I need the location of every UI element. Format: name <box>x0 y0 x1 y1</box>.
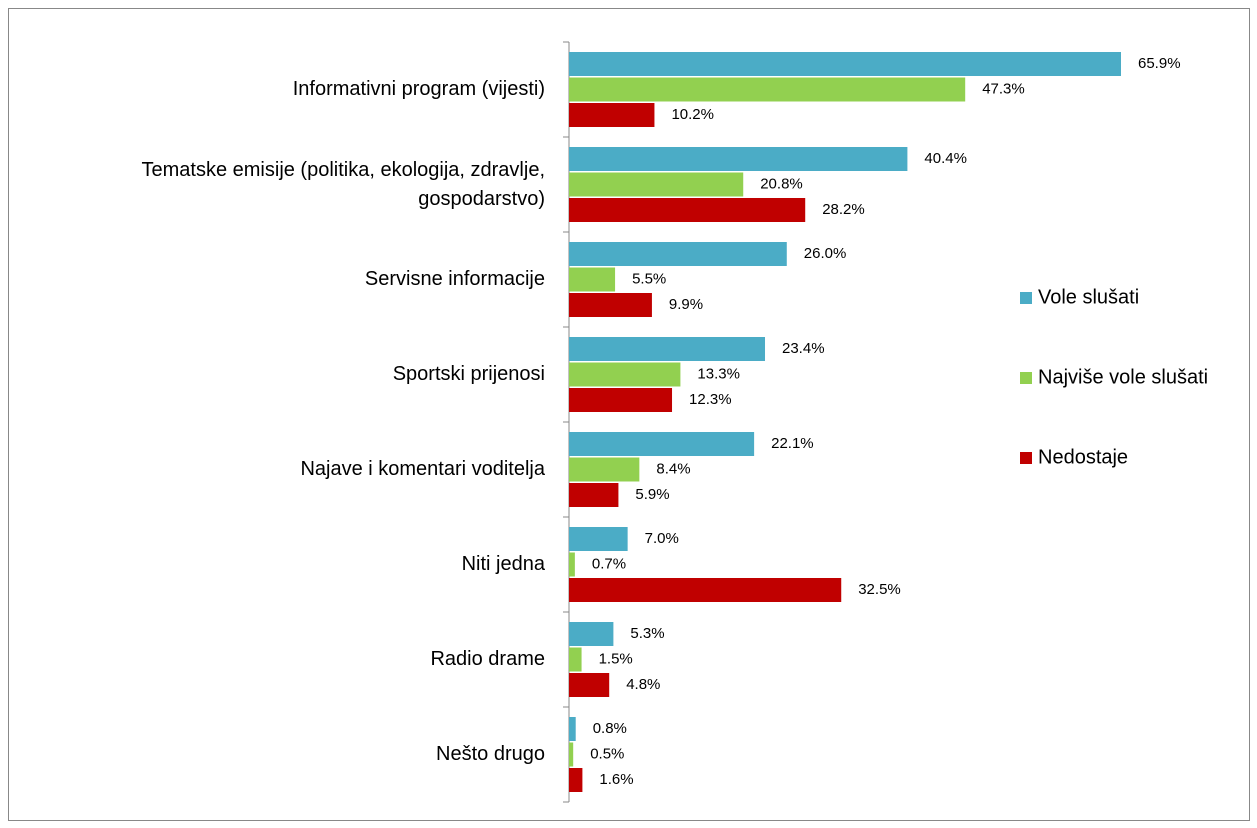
bar <box>569 527 628 551</box>
bar <box>569 267 616 292</box>
value-label: 0.8% <box>593 720 627 737</box>
category-label: Najave i komentari voditelja <box>300 458 545 480</box>
bar <box>569 52 1121 76</box>
bar <box>569 483 619 507</box>
value-label: 20.8% <box>760 175 803 192</box>
legend-swatch <box>1020 452 1032 464</box>
value-label: 1.5% <box>599 650 633 667</box>
bar <box>569 198 806 222</box>
bar <box>569 77 966 102</box>
bar <box>569 552 575 577</box>
bar <box>569 768 583 792</box>
bar <box>569 337 766 361</box>
value-label: 9.9% <box>669 296 703 313</box>
category-label: Nešto drugo <box>436 743 545 765</box>
bar <box>569 293 652 317</box>
value-label: 22.1% <box>771 435 814 452</box>
bar <box>569 457 640 482</box>
bar <box>569 388 673 412</box>
value-label: 65.9% <box>1138 55 1181 72</box>
category-label: Informativni program (vijesti) <box>292 78 545 100</box>
value-label: 5.9% <box>635 486 669 503</box>
value-label: 5.5% <box>632 270 666 287</box>
value-label: 1.6% <box>599 771 633 788</box>
bar <box>569 717 576 741</box>
legend-label: Najviše vole slušati <box>1038 366 1208 388</box>
bar <box>569 147 908 171</box>
bar <box>569 103 655 127</box>
value-label: 7.0% <box>645 530 679 547</box>
value-label: 26.0% <box>804 245 847 262</box>
value-label: 8.4% <box>656 460 690 477</box>
bar <box>569 673 610 697</box>
category-label: Niti jedna <box>461 553 545 575</box>
chart-border <box>8 8 1250 821</box>
bar <box>569 362 681 387</box>
value-label: 0.5% <box>590 745 624 762</box>
value-label: 5.3% <box>630 625 664 642</box>
bar <box>569 242 787 266</box>
legend-swatch <box>1020 292 1032 304</box>
value-label: 0.7% <box>592 555 626 572</box>
value-label: 28.2% <box>822 201 865 218</box>
bar <box>569 647 582 672</box>
bar <box>569 622 614 646</box>
value-label: 32.5% <box>858 581 901 598</box>
bar <box>569 578 842 602</box>
value-label: 4.8% <box>626 676 660 693</box>
category-label: Servisne informacije <box>364 268 545 290</box>
value-label: 10.2% <box>671 106 714 123</box>
value-label: 47.3% <box>982 80 1025 97</box>
legend-label: Vole slušati <box>1038 286 1139 308</box>
value-label: 13.3% <box>697 365 740 382</box>
category-label: Sportski prijenosi <box>392 363 545 385</box>
legend-label: Nedostaje <box>1038 446 1128 468</box>
bar <box>569 742 574 767</box>
bar <box>569 432 755 456</box>
category-label: Tematske emisije (politika, ekologija, z… <box>141 158 546 210</box>
value-label: 12.3% <box>689 391 732 408</box>
value-label: 40.4% <box>924 150 967 167</box>
legend-swatch <box>1020 372 1032 384</box>
value-label: 23.4% <box>782 340 825 357</box>
bar <box>569 172 744 197</box>
category-label: Radio drame <box>430 648 545 670</box>
